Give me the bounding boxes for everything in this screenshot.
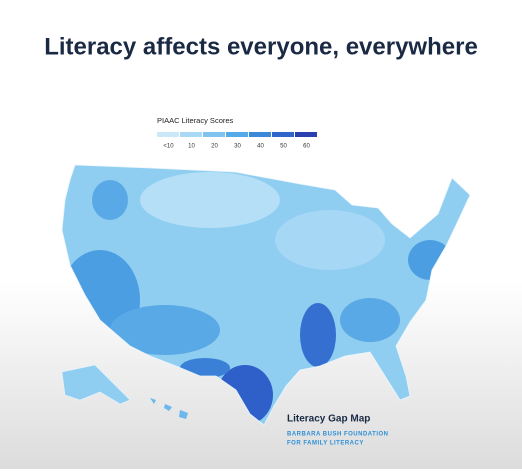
map-region xyxy=(275,210,385,270)
legend-label: <10 xyxy=(163,144,174,150)
map-region xyxy=(340,298,400,342)
map-region xyxy=(140,172,280,228)
legend-swatch xyxy=(157,132,179,137)
map-region xyxy=(110,305,220,355)
map-region xyxy=(300,303,336,367)
legend-swatch xyxy=(226,132,248,137)
organization-line: FOR FAMILY LITERACY xyxy=(287,441,364,447)
legend-label: 60 xyxy=(303,144,310,150)
caption-title: Literacy Gap Map xyxy=(287,414,370,425)
slide-title: Literacy affects everyone, everywhere xyxy=(44,33,478,60)
hawaii xyxy=(150,398,188,419)
legend-label: 30 xyxy=(234,144,241,150)
map-region xyxy=(92,180,128,220)
legend-title: PIAAC Literacy Scores xyxy=(157,116,234,125)
legend-swatch xyxy=(295,132,317,137)
legend-label: 20 xyxy=(211,144,218,150)
legend-swatch xyxy=(203,132,225,137)
legend-swatch xyxy=(249,132,271,137)
us-outline xyxy=(61,164,471,426)
legend: PIAAC Literacy Scores <10 10 20 30 40 50 60 xyxy=(149,110,329,156)
legend-label: 10 xyxy=(188,144,195,150)
legend-label: 40 xyxy=(257,144,264,150)
organization-line: BARBARA BUSH FOUNDATION xyxy=(287,432,389,438)
legend-label: 50 xyxy=(280,144,287,150)
alaska xyxy=(61,364,131,405)
legend-swatch xyxy=(272,132,294,137)
legend-swatch xyxy=(180,132,202,137)
